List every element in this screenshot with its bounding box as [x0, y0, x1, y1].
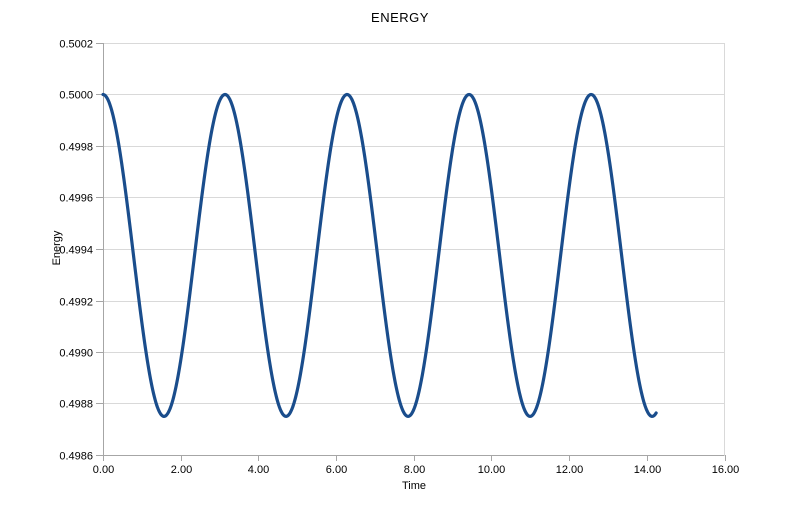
- x-tick-label: 16.00: [712, 464, 740, 476]
- y-tick-label: 0.4998: [59, 142, 93, 154]
- y-tick-label: 0.5002: [59, 39, 93, 51]
- x-tick-label: 12.00: [556, 464, 584, 476]
- chart-title: ENERGY: [371, 10, 429, 25]
- x-tick-label: 10.00: [478, 464, 506, 476]
- y-tick-label: 0.4996: [59, 193, 93, 205]
- x-tick-label: 14.00: [634, 464, 662, 476]
- energy-series-line: [101, 92, 658, 418]
- y-tick-label: 0.5000: [59, 90, 93, 102]
- x-tick-label: 2.00: [171, 464, 192, 476]
- y-tick-label: 0.4994: [59, 245, 93, 257]
- x-tick-label: 0.00: [93, 464, 114, 476]
- y-tick-label: 0.4988: [59, 399, 93, 411]
- x-tick-label: 4.00: [248, 464, 269, 476]
- y-tick-label: 0.4986: [59, 451, 93, 463]
- y-tick-label: 0.4990: [59, 348, 93, 360]
- x-axis-title: Time: [401, 480, 427, 492]
- x-tick-label: 6.00: [326, 464, 347, 476]
- y-tick-label: 0.4992: [59, 297, 93, 309]
- y-axis-title: Energy: [51, 230, 63, 266]
- x-tick-label: 8.00: [404, 464, 425, 476]
